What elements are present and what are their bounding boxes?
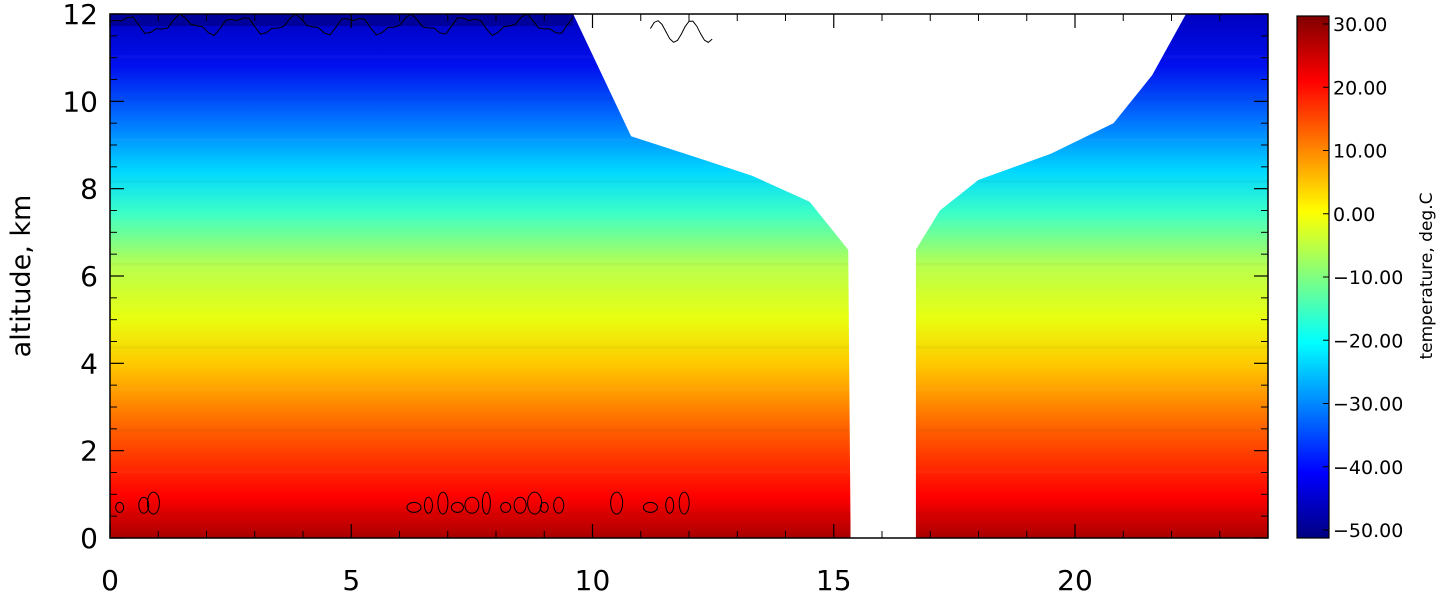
heatmap-texture-band [110,512,1268,515]
colorbar-tick-label: −40.00 [1333,457,1403,479]
heatmap-texture-band [110,346,1268,349]
x-tick-label: 10 [575,564,611,594]
heatmap-texture-band [110,304,1268,307]
colorbar-tick-label: −50.00 [1333,520,1403,542]
contour-line-upper [110,14,574,37]
cold-band [110,14,574,26]
x-tick-label: 20 [1057,564,1093,594]
y-axis-label: altitude, km [6,195,37,358]
heatmap-texture-band [110,221,1268,224]
x-tick-label: 5 [342,564,360,594]
y-tick-label: 6 [80,260,98,293]
colorbar-label: temperature, deg.C [1417,193,1437,360]
contour-blob [450,501,464,513]
contour-blob [481,491,491,515]
contour-blob [138,496,150,514]
contour-blob [513,496,527,514]
missing-data-gap [850,249,916,538]
contour-blob [423,496,433,514]
colorbar-tick-label: 30.00 [1333,14,1387,36]
y-tick-label: 0 [80,522,98,555]
contour-blob [539,501,549,513]
contour-blob [610,491,624,515]
colorbar-tick-label: −10.00 [1333,267,1403,289]
contour-blob [437,491,449,515]
contour-blob [500,501,512,513]
y-tick-label: 2 [80,435,98,468]
colorbar-tick-label: −20.00 [1333,330,1403,352]
contour-blob [146,491,160,515]
colorbar: 30.00 20.00 10.00 0.00 −10.00 −20.00 −30.00 −40… [1296,14,1437,542]
heatmap-texture-band [110,180,1268,183]
contour-blob [406,501,422,513]
plot-area [110,14,1268,538]
colorbar-tick-label: 20.00 [1333,77,1387,99]
x-tick-label: 15 [816,564,852,594]
contour-blob [553,496,565,514]
contour-blob [464,496,480,514]
colorbar-tick-label: −30.00 [1333,394,1403,416]
heatmap-texture-band [110,387,1268,390]
colorbar-tick-label: 10.00 [1333,141,1387,163]
heatmap-texture-band [110,263,1268,266]
x-tick-label: 0 [101,564,119,594]
y-tick-label: 10 [62,85,98,118]
colorbar-tick-label: 0.00 [1333,204,1375,226]
y-tick-label: 4 [80,347,98,380]
heatmap-texture-band [110,429,1268,432]
heatmap-texture-band [110,470,1268,473]
contour-blob [678,491,690,515]
contour-blob [665,496,675,514]
y-tick-label: 12 [62,0,98,31]
axes: 0 5 10 15 20 0 2 4 6 8 10 12 altitude, km [6,0,1269,594]
contour-line-upper-mid [649,20,713,43]
y-tick-label: 8 [80,173,98,206]
contour-blob [642,501,658,513]
contour-blob [115,501,125,513]
